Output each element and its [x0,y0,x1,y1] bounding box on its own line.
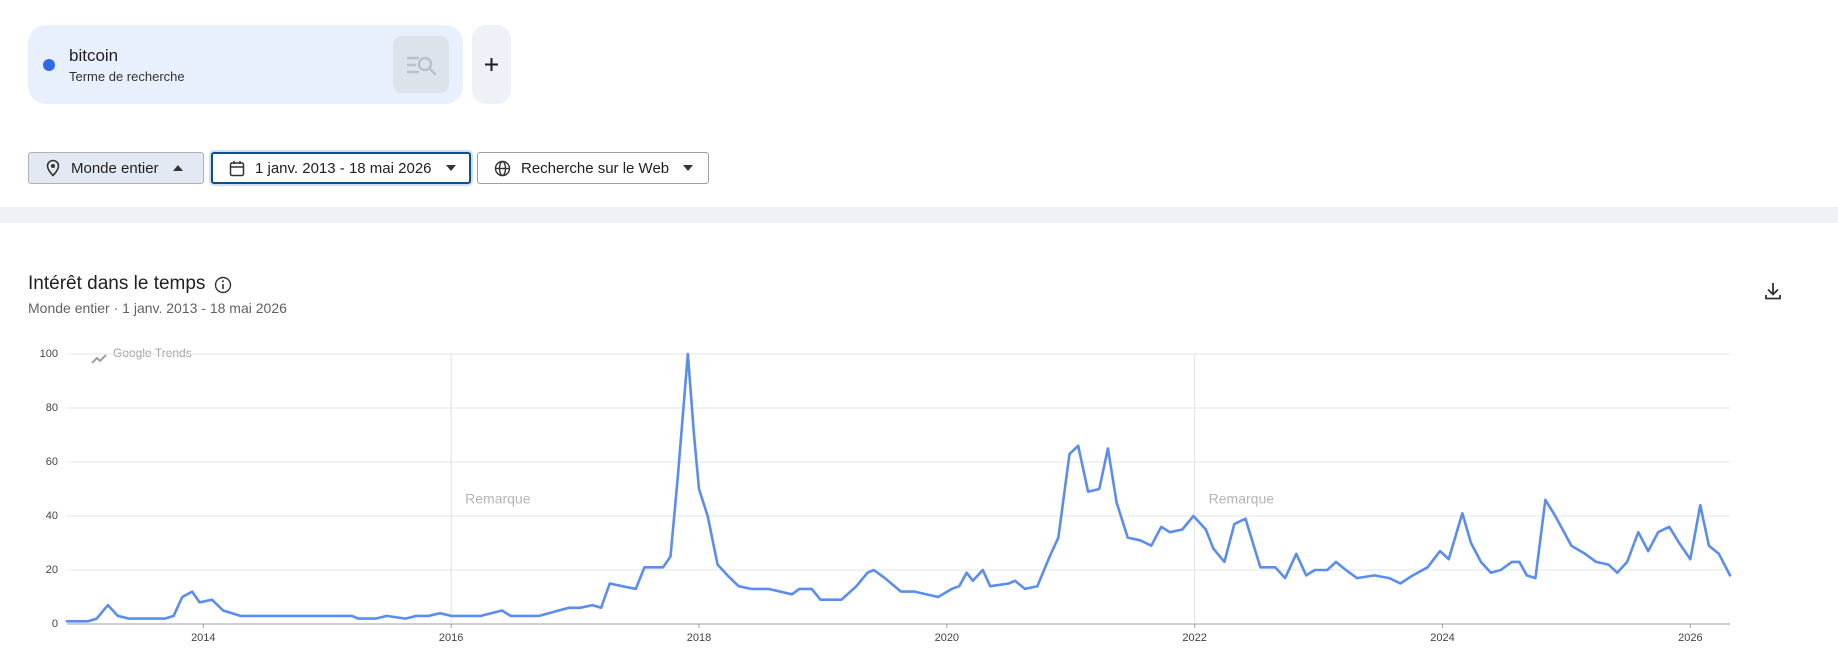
y-tick-label: 100 [40,348,58,360]
chart-title: Intérêt dans le temps [28,273,206,294]
x-tick-label: 2016 [439,632,463,644]
globe-icon [494,160,511,176]
plus-icon [485,58,498,71]
y-tick-label: 0 [52,618,58,630]
chart-subtitle: Monde entier · 1 janv. 2013 - 18 mai 202… [28,300,287,316]
period-filter[interactable]: 1 janv. 2013 - 18 mai 2026 [211,152,471,184]
y-tick-label: 60 [46,456,58,468]
region-label: Monde entier [71,159,159,177]
search-term: bitcoin [69,46,119,65]
search-term-type: Terme de recherche [69,69,185,84]
download-icon[interactable] [1762,280,1784,302]
y-tick-label: 20 [46,564,58,576]
caret-down [683,165,694,171]
y-tick-label: 80 [46,402,58,414]
caret-down [445,165,456,171]
search-term-card[interactable] [28,25,463,104]
x-tick-label: 2020 [935,632,959,644]
region-filter[interactable]: Monde entier [28,152,204,184]
x-tick-label: 2018 [687,632,711,644]
watermark-icon [91,354,107,364]
line-series [65,352,1732,623]
x-tick-label: 2026 [1678,632,1702,644]
caret-up [172,165,183,171]
property-filter[interactable]: Recherche sur le Web [477,152,709,184]
info-icon[interactable] [213,275,233,295]
calendar-icon [229,160,245,176]
annotation: Remarque [465,491,531,507]
watermark: Google Trends [113,346,192,360]
x-tick-label: 2022 [1182,632,1206,644]
y-tick-label: 40 [46,510,58,522]
add-term-button[interactable] [472,25,511,104]
x-tick-label: 2024 [1430,632,1454,644]
x-tick-label: 2014 [191,632,215,644]
chart: Google Trends 0 20 40 60 80 100 2014 2016 2018 20… [40,346,1732,644]
pin-icon [46,159,60,177]
series-color-dot [43,59,55,71]
period-label: 1 janv. 2013 - 18 mai 2026 [255,159,432,177]
annotation: Remarque [1209,491,1275,507]
compare-icon[interactable] [393,36,449,93]
section-divider [0,207,1838,223]
compare-icon-glyph [406,56,437,76]
property-label: Recherche sur le Web [521,159,670,177]
